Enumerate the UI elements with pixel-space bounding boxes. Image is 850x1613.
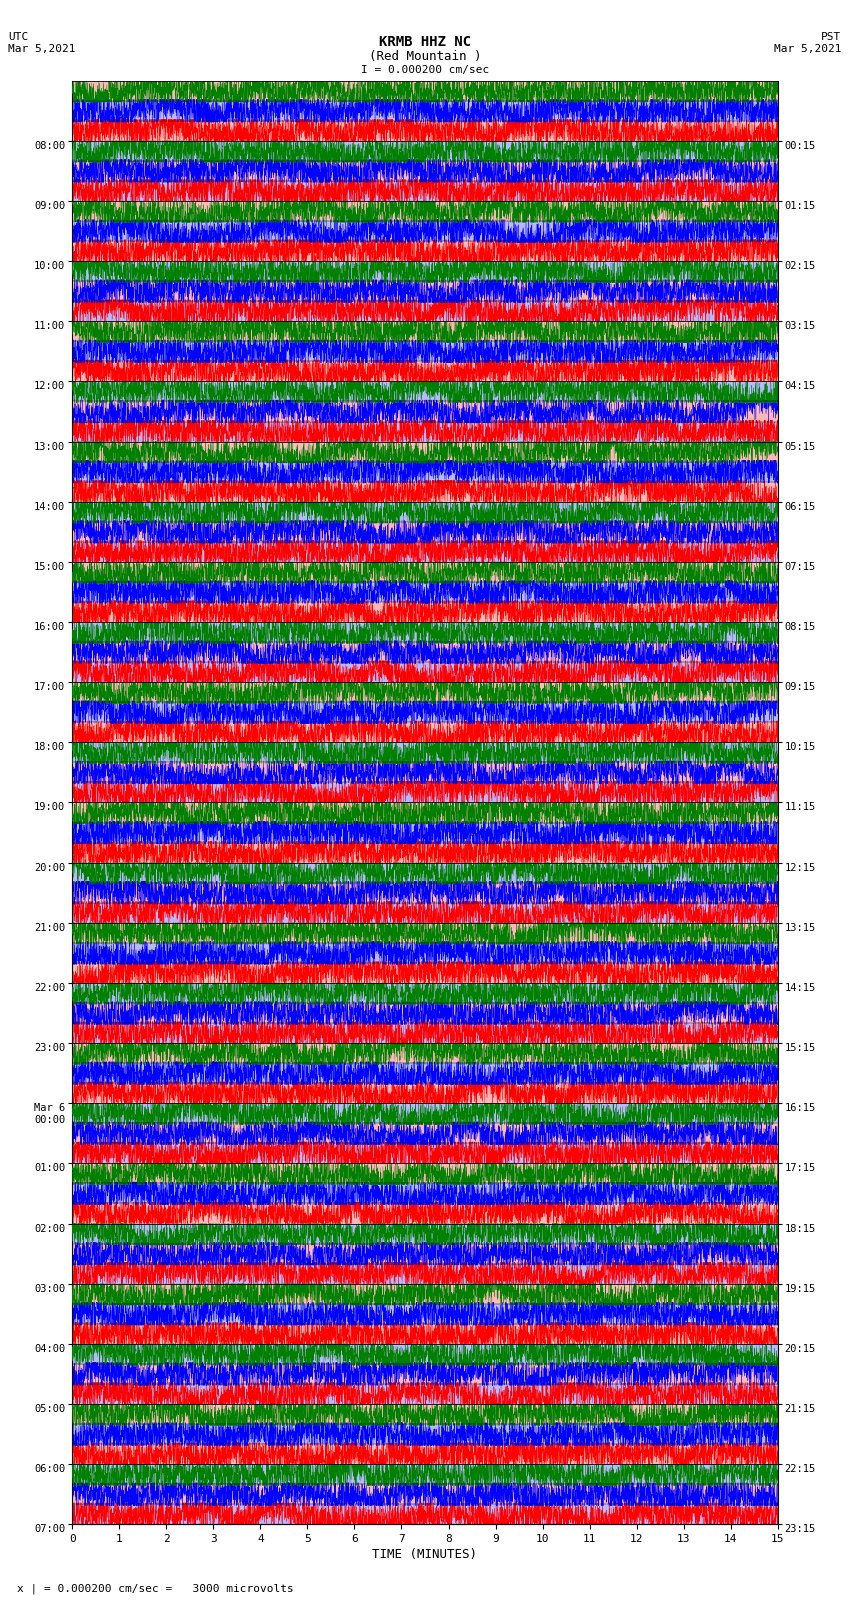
Bar — [72, 1063, 778, 1084]
X-axis label: TIME (MINUTES): TIME (MINUTES) — [372, 1548, 478, 1561]
Text: (Red Mountain ): (Red Mountain ) — [369, 50, 481, 63]
Bar — [72, 642, 778, 661]
Bar — [72, 763, 778, 782]
Bar — [72, 121, 778, 140]
Bar — [72, 381, 778, 402]
Bar — [72, 261, 778, 281]
Bar — [72, 1023, 778, 1044]
Bar — [72, 482, 778, 502]
Bar — [72, 521, 778, 542]
Text: x | = 0.000200 cm/sec =   3000 microvolts: x | = 0.000200 cm/sec = 3000 microvolts — [17, 1582, 294, 1594]
Bar — [72, 702, 778, 723]
Bar — [72, 823, 778, 842]
Bar — [72, 723, 778, 742]
Bar — [72, 1303, 778, 1324]
Bar — [72, 342, 778, 361]
Bar — [72, 982, 778, 1003]
Bar — [72, 461, 778, 482]
Bar — [72, 1444, 778, 1465]
Text: PST
Mar 5,2021: PST Mar 5,2021 — [774, 32, 842, 53]
Bar — [72, 602, 778, 623]
Bar — [72, 1103, 778, 1123]
Bar — [72, 923, 778, 944]
Bar — [72, 561, 778, 582]
Bar — [72, 863, 778, 882]
Text: UTC
Mar 5,2021: UTC Mar 5,2021 — [8, 32, 76, 53]
Bar — [72, 240, 778, 261]
Bar — [72, 803, 778, 823]
Bar — [72, 1484, 778, 1505]
Bar — [72, 1465, 778, 1484]
Bar — [72, 1184, 778, 1203]
Bar — [72, 842, 778, 863]
Bar — [72, 321, 778, 342]
Bar — [72, 1365, 778, 1384]
Bar — [72, 1384, 778, 1403]
Bar — [72, 442, 778, 461]
Bar — [72, 742, 778, 763]
Bar — [72, 1203, 778, 1224]
Bar — [72, 1084, 778, 1103]
Bar — [72, 1044, 778, 1063]
Bar — [72, 542, 778, 561]
Text: I = 0.000200 cm/sec: I = 0.000200 cm/sec — [361, 65, 489, 74]
Bar — [72, 1344, 778, 1365]
Bar — [72, 100, 778, 121]
Bar — [72, 161, 778, 181]
Bar — [72, 1003, 778, 1023]
Bar — [72, 963, 778, 982]
Bar — [72, 421, 778, 442]
Bar — [72, 281, 778, 302]
Bar — [72, 502, 778, 521]
Bar — [72, 782, 778, 803]
Bar — [72, 361, 778, 381]
Bar — [72, 682, 778, 702]
Bar — [72, 221, 778, 240]
Bar — [72, 903, 778, 923]
Bar — [72, 81, 778, 100]
Bar — [72, 1224, 778, 1244]
Bar — [72, 202, 778, 221]
Bar — [72, 661, 778, 682]
Bar — [72, 1424, 778, 1444]
Bar — [72, 1505, 778, 1524]
Bar — [72, 1263, 778, 1284]
Text: KRMB HHZ NC: KRMB HHZ NC — [379, 35, 471, 50]
Bar — [72, 1324, 778, 1344]
Bar — [72, 1163, 778, 1184]
Bar — [72, 1284, 778, 1303]
Bar — [72, 944, 778, 963]
Bar — [72, 623, 778, 642]
Bar — [72, 882, 778, 903]
Bar — [72, 140, 778, 161]
Bar — [72, 302, 778, 321]
Bar — [72, 402, 778, 421]
Bar — [72, 181, 778, 202]
Bar — [72, 582, 778, 602]
Bar — [72, 1244, 778, 1263]
Bar — [72, 1123, 778, 1144]
Bar — [72, 1403, 778, 1424]
Bar — [72, 1144, 778, 1163]
